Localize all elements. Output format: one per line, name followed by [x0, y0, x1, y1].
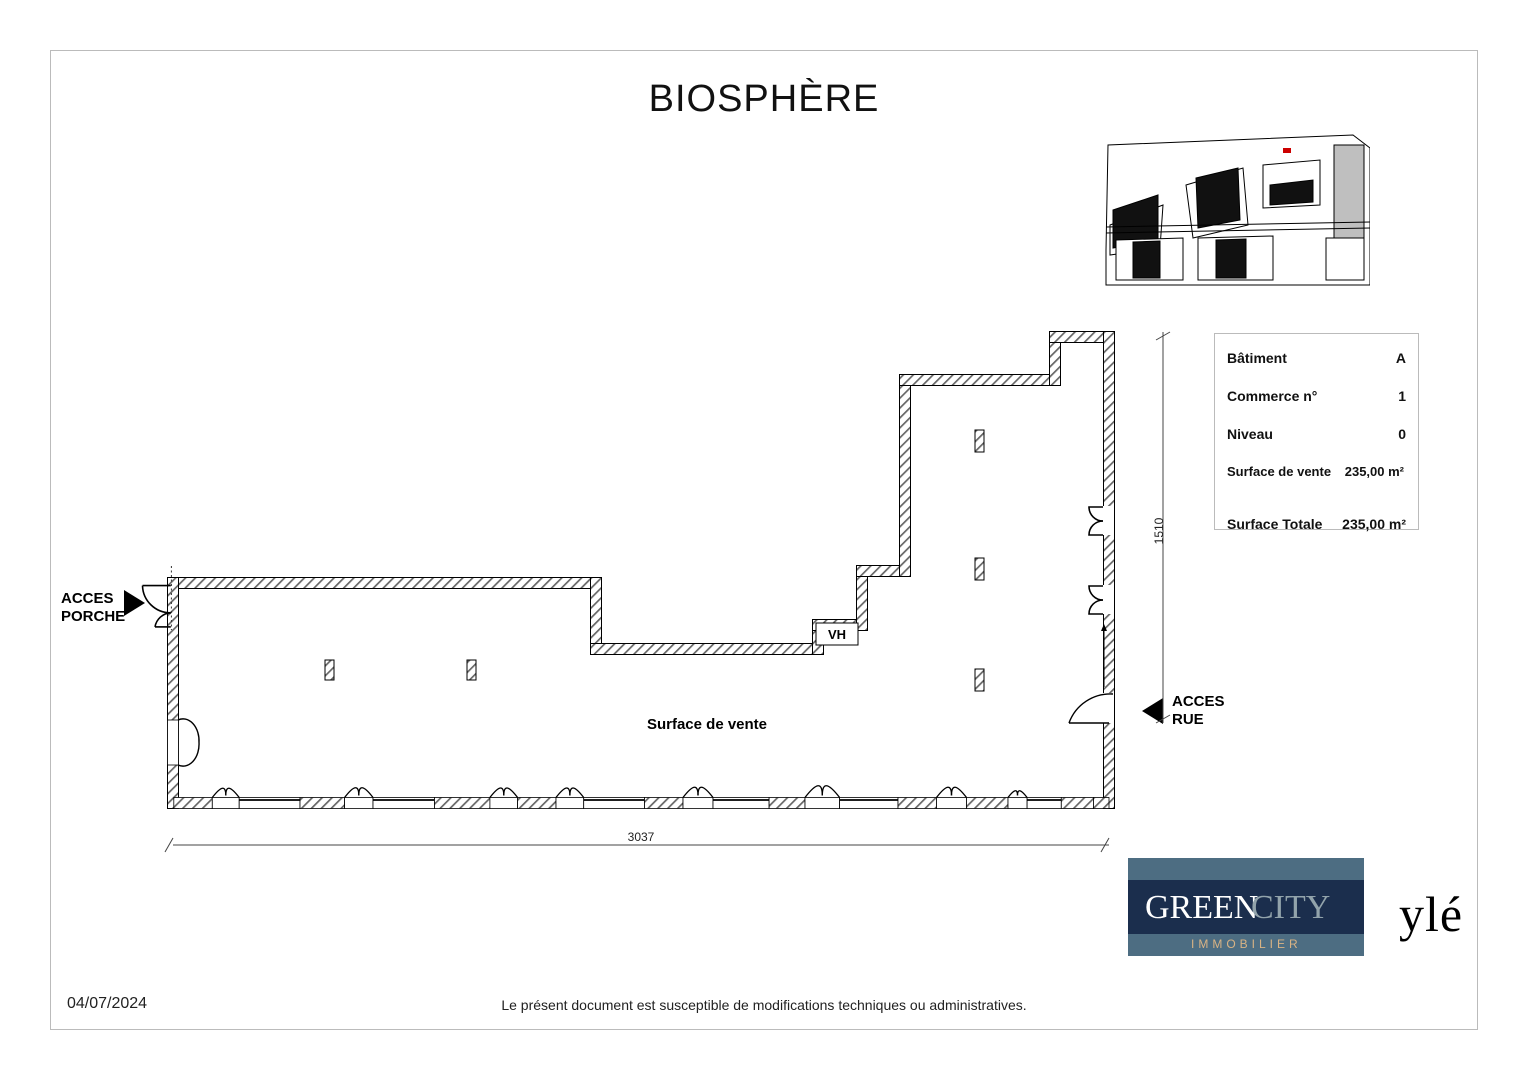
svg-text:3037: 3037	[628, 830, 655, 844]
svg-text:RUE: RUE	[1172, 711, 1204, 728]
svg-text:ACCES: ACCES	[61, 590, 114, 607]
svg-text:CITY: CITY	[1251, 889, 1330, 926]
svg-text:1510: 1510	[1152, 517, 1166, 544]
svg-text:VH: VH	[828, 627, 846, 642]
svg-text:GREEN: GREEN	[1145, 889, 1258, 926]
svg-text:PORCHE: PORCHE	[61, 608, 125, 625]
svg-text:ylé: ylé	[1399, 886, 1463, 942]
svg-text:ACCES: ACCES	[1172, 693, 1225, 710]
svg-text:Surface de vente: Surface de vente	[647, 716, 767, 733]
svg-text:IMMOBILIER: IMMOBILIER	[1191, 937, 1302, 951]
